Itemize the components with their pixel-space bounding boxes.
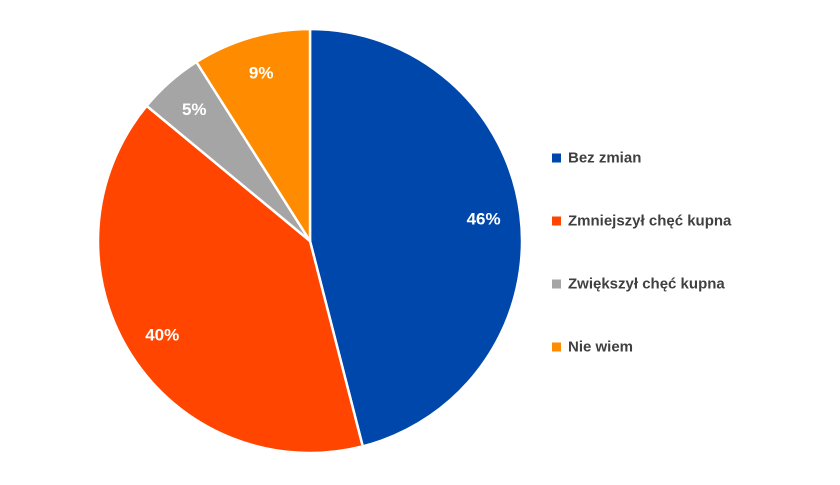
legend-item-zwiekszyl-chec-kupna: Zwiększył chęć kupna: [552, 276, 725, 293]
legend-swatch: [552, 342, 561, 352]
legend-label: Zmniejszył chęć kupna: [568, 213, 732, 230]
pie-slice-nie-wiem: [195, 27, 312, 243]
legend-item-nie-wiem: Nie wiem: [552, 339, 633, 356]
data-label-bez-zmian: 46%: [467, 210, 501, 229]
legend-label: Bez zmian: [568, 150, 641, 167]
pie-slice-bez-zmian: [308, 27, 524, 448]
legend-label: Nie wiem: [568, 339, 633, 356]
legend-item-bez-zmian: Bez zmian: [552, 150, 641, 167]
legend: Bez zmian Zmniejszył chęć kupna Zwiększył …: [552, 150, 732, 356]
pie-slice-zmniejszyl-chec-kupna: [96, 104, 364, 455]
legend-item-zmniejszyl-chec-kupna: Zmniejszył chęć kupna: [552, 213, 732, 230]
data-label-zwiekszyl-chec-kupna: 5%: [182, 100, 207, 119]
legend-label: Zwiększył chęć kupna: [568, 276, 725, 293]
legend-swatch: [552, 216, 561, 226]
pie-slices: [96, 27, 524, 455]
legend-swatch: [552, 279, 561, 289]
data-label-nie-wiem: 9%: [249, 63, 274, 82]
legend-swatch: [552, 153, 561, 163]
data-label-zmniejszyl-chec-kupna: 40%: [145, 325, 179, 344]
pie-data-labels: 46% 40% 5% 9%: [145, 63, 500, 344]
